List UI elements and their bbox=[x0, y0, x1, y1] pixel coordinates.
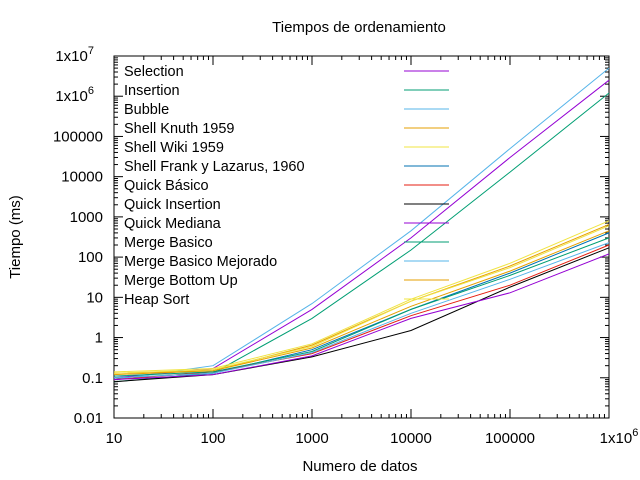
series-line-1 bbox=[113, 92, 610, 383]
y-tick-label: 10 bbox=[86, 289, 103, 306]
series-line-11 bbox=[113, 230, 610, 376]
legend: Selection Insertion Bubble Shell Knuth 1959… bbox=[124, 64, 449, 308]
series-lines bbox=[113, 67, 610, 383]
legend-label-4: Shell Wiki 1959 bbox=[124, 140, 224, 156]
x-axis-label: Numero de datos bbox=[302, 458, 417, 475]
legend-label-7: Quick Insertion bbox=[124, 197, 221, 213]
series-line-2 bbox=[113, 67, 610, 381]
y-tick-label: 0.1 bbox=[82, 370, 103, 387]
legend-label-9: Merge Basico bbox=[124, 235, 213, 251]
series-line-10 bbox=[113, 242, 610, 379]
legend-label-11: Merge Bottom Up bbox=[124, 273, 238, 289]
legend-label-0: Selection bbox=[124, 64, 184, 80]
legend-label-6: Quick Básico bbox=[124, 178, 209, 194]
x-tick-label: 1x106 bbox=[600, 427, 639, 447]
series-line-4 bbox=[113, 220, 610, 373]
x-tick-label: 100000 bbox=[485, 430, 535, 447]
y-tick-label: 100000 bbox=[53, 128, 103, 145]
y-tick-label: 1000 bbox=[70, 209, 103, 226]
series-line-6 bbox=[113, 244, 610, 381]
series-line-12 bbox=[113, 225, 610, 374]
y-tick-label: 1x106 bbox=[55, 85, 94, 105]
series-line-9 bbox=[113, 237, 610, 377]
x-tick-label: 10000 bbox=[390, 430, 432, 447]
y-tick-label: 1 bbox=[95, 330, 103, 347]
legend-label-5: Shell Frank y Lazarus, 1960 bbox=[124, 159, 305, 175]
y-tick-label: 10000 bbox=[61, 169, 103, 186]
x-tick-label: 10 bbox=[106, 430, 123, 447]
legend-label-1: Insertion bbox=[124, 83, 180, 99]
series-line-8 bbox=[113, 253, 610, 381]
plot-frame bbox=[113, 55, 610, 419]
x-tick-label: 1000 bbox=[295, 430, 328, 447]
legend-label-10: Merge Basico Mejorado bbox=[124, 254, 277, 270]
legend-label-12: Heap Sort bbox=[124, 292, 189, 308]
legend-label-8: Quick Mediana bbox=[124, 216, 222, 232]
y-tick-label: 1x107 bbox=[55, 45, 94, 65]
legend-label-3: Shell Knuth 1959 bbox=[124, 121, 234, 137]
y-tick-label: 100 bbox=[78, 249, 103, 266]
axis-ticks: 0.01 0.1 1 10 100 1000 10000 100000 1x106 1x107 10… bbox=[53, 45, 638, 447]
y-axis-label: Tiempo (ms) bbox=[7, 195, 24, 279]
legend-label-2: Bubble bbox=[124, 102, 169, 118]
x-tick-label: 100 bbox=[200, 430, 225, 447]
chart-title: Tiempos de ordenamiento bbox=[272, 19, 446, 36]
y-tick-label: 0.01 bbox=[74, 410, 103, 427]
